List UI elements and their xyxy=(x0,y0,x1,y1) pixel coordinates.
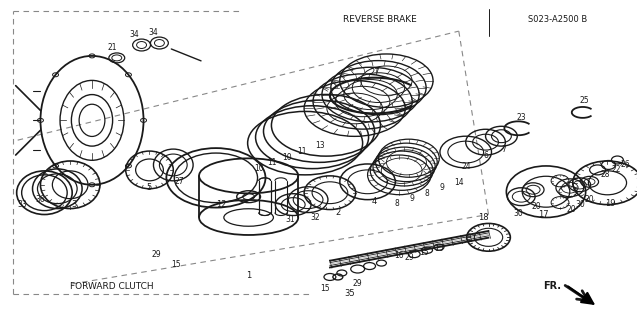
Text: 27: 27 xyxy=(369,68,380,77)
Text: REVERSE BRAKE: REVERSE BRAKE xyxy=(342,15,417,24)
Text: 24: 24 xyxy=(462,162,472,171)
Text: 28: 28 xyxy=(601,170,611,179)
Text: 11: 11 xyxy=(298,146,307,156)
Text: FR.: FR. xyxy=(543,281,561,291)
Text: 33: 33 xyxy=(18,200,28,209)
Text: 15: 15 xyxy=(419,248,429,257)
Text: 11: 11 xyxy=(268,159,277,167)
Text: 10: 10 xyxy=(253,164,263,174)
Text: 22: 22 xyxy=(612,166,621,174)
Text: 4: 4 xyxy=(372,197,377,206)
Text: 6: 6 xyxy=(483,151,488,160)
Text: 19: 19 xyxy=(605,199,616,208)
Text: 17: 17 xyxy=(538,210,548,219)
Text: 26: 26 xyxy=(621,160,630,169)
Text: 9: 9 xyxy=(410,194,415,203)
Text: 34: 34 xyxy=(130,30,140,39)
Text: 23: 23 xyxy=(516,113,526,122)
Text: 12: 12 xyxy=(216,200,226,209)
Text: 15: 15 xyxy=(434,244,444,253)
Text: 20: 20 xyxy=(585,195,595,204)
Text: 18: 18 xyxy=(478,213,489,222)
Text: 8: 8 xyxy=(395,199,400,208)
Text: 5: 5 xyxy=(147,183,152,192)
Text: 32: 32 xyxy=(310,213,320,222)
Text: 16: 16 xyxy=(394,251,404,260)
Text: 25: 25 xyxy=(580,96,589,105)
Text: 34: 34 xyxy=(148,28,158,37)
Text: 3: 3 xyxy=(72,200,77,209)
Text: 15: 15 xyxy=(172,260,181,269)
Text: 13: 13 xyxy=(315,141,325,150)
Text: 1: 1 xyxy=(246,271,252,280)
Text: 21: 21 xyxy=(107,43,116,53)
Text: 27: 27 xyxy=(175,177,184,186)
Text: S023-A2500 B: S023-A2500 B xyxy=(528,15,588,24)
Text: 9: 9 xyxy=(440,183,444,192)
Text: FORWARD CLUTCH: FORWARD CLUTCH xyxy=(70,282,154,291)
Text: 29: 29 xyxy=(353,279,362,288)
Text: 15: 15 xyxy=(320,284,330,293)
Text: 29: 29 xyxy=(404,253,414,262)
Text: 10: 10 xyxy=(282,152,292,161)
Text: 36: 36 xyxy=(36,195,45,204)
Text: 30: 30 xyxy=(576,200,586,209)
Text: 14: 14 xyxy=(454,178,463,187)
Text: 8: 8 xyxy=(425,189,429,198)
Text: 31: 31 xyxy=(285,215,295,224)
Text: 20: 20 xyxy=(531,202,541,211)
Text: 30: 30 xyxy=(513,209,523,218)
Text: 35: 35 xyxy=(344,289,355,298)
Text: 2: 2 xyxy=(335,208,340,217)
Text: 20: 20 xyxy=(567,205,577,214)
Text: 29: 29 xyxy=(152,250,161,259)
Text: 7: 7 xyxy=(501,145,506,153)
